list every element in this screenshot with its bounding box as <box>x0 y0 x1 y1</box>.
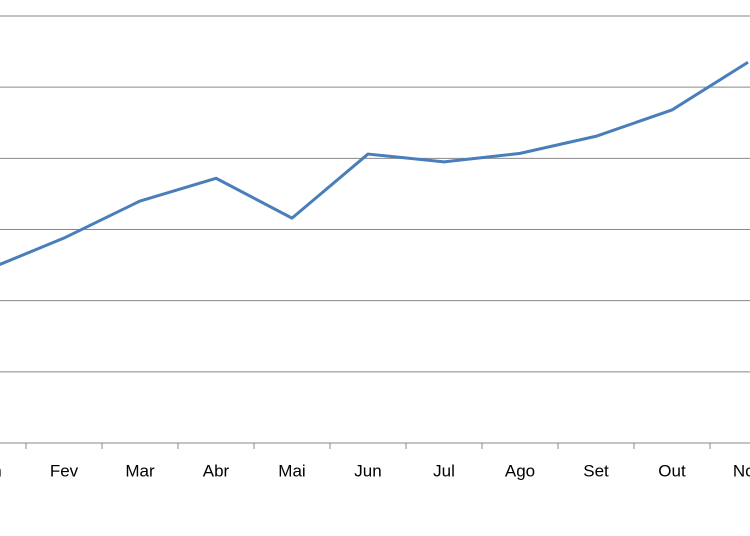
x-tick-label: Out <box>658 461 686 480</box>
x-tick-label: Nov <box>733 461 750 480</box>
x-tick-label: Mar <box>125 461 155 480</box>
x-tick-label: Ago <box>505 461 535 480</box>
x-tick-label: Jun <box>354 461 381 480</box>
x-tick-label: Fev <box>50 461 79 480</box>
line-series <box>0 60 749 267</box>
x-tick-label: Jul <box>433 461 455 480</box>
x-tick-label: Abr <box>203 461 230 480</box>
x-tick-label: Jan <box>0 461 2 480</box>
x-tick-label: Set <box>583 461 609 480</box>
x-tick-label: Mai <box>278 461 305 480</box>
